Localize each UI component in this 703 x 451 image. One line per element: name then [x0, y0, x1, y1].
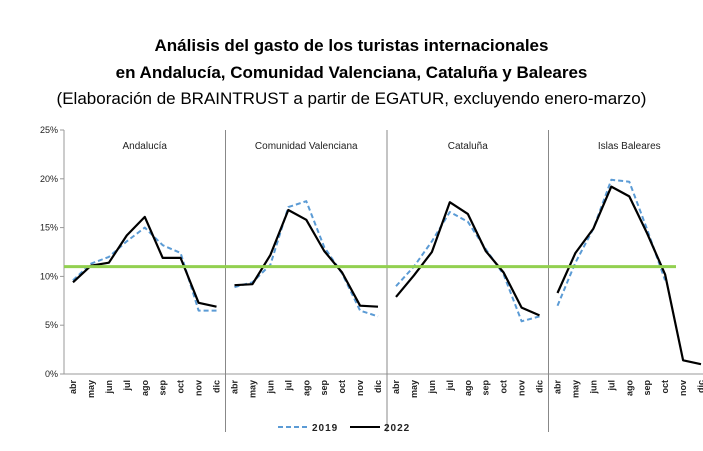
x-tick-label: ago [624, 380, 634, 397]
series-line-2022 [72, 215, 217, 308]
legend-label: 2022 [384, 423, 410, 434]
x-tick-label: sep [481, 380, 491, 396]
x-tick-label: dic [535, 380, 545, 393]
x-tick-label: may [247, 380, 257, 398]
chart-subtitle: (Elaboración de BRAINTRUST a partir de E… [56, 89, 647, 108]
series-line-2019 [395, 211, 540, 323]
x-tick-label: may [86, 380, 96, 398]
x-tick-label: jul [606, 380, 616, 392]
x-tick-label: abr [229, 380, 239, 395]
chart-title-line2: en Andalucía, Comunidad Valenciana, Cata… [115, 63, 588, 82]
x-tick-label: dic [373, 380, 383, 393]
x-tick-label: oct [660, 380, 670, 394]
series-line-2022 [556, 185, 702, 366]
x-tick-label: oct [337, 380, 347, 394]
x-tick-label: nov [517, 380, 527, 396]
panel-title: Andalucía [123, 141, 168, 152]
x-tick-label: jun [265, 380, 275, 395]
y-tick-label: 25% [40, 125, 58, 135]
panel-title: Islas Baleares [598, 141, 661, 152]
x-tick-label: abr [68, 380, 78, 395]
legend-label: 2019 [312, 423, 338, 434]
y-tick-label: 0% [45, 369, 58, 379]
y-tick-label: 5% [45, 320, 58, 330]
x-tick-label: abr [391, 380, 401, 395]
x-tick-label: jul [122, 380, 132, 392]
chart-title-line1: Análisis del gasto de los turistas inter… [154, 36, 549, 55]
series-line-2022 [234, 208, 379, 308]
panel-title: Cataluña [448, 141, 488, 152]
series-line-2019 [556, 178, 667, 307]
y-tick-label: 15% [40, 223, 58, 233]
panel-title: Comunidad Valenciana [255, 141, 358, 152]
y-tick-label: 20% [40, 174, 58, 184]
x-tick-label: may [409, 380, 419, 398]
x-tick-label: may [570, 380, 580, 398]
x-tick-label: jun [104, 380, 114, 395]
x-tick-label: nov [194, 380, 204, 396]
x-tick-label: dic [212, 380, 222, 393]
x-tick-label: abr [552, 380, 562, 395]
y-tick-label: 10% [40, 271, 58, 281]
x-tick-label: jun [427, 380, 437, 395]
x-tick-label: jun [588, 380, 598, 395]
x-tick-label: sep [319, 380, 329, 396]
series-line-2019 [72, 226, 217, 312]
series-line-2022 [395, 201, 540, 317]
x-tick-label: sep [642, 380, 652, 396]
x-tick-label: nov [355, 380, 365, 396]
x-tick-label: jul [283, 380, 293, 392]
x-tick-label: ago [301, 380, 311, 397]
x-tick-label: nov [678, 380, 688, 396]
x-tick-label: ago [463, 380, 473, 397]
x-tick-label: sep [158, 380, 168, 396]
x-tick-label: oct [176, 380, 186, 394]
x-tick-label: jul [445, 380, 455, 392]
x-tick-label: ago [140, 380, 150, 397]
x-tick-label: oct [499, 380, 509, 394]
x-tick-label: dic [696, 380, 703, 393]
